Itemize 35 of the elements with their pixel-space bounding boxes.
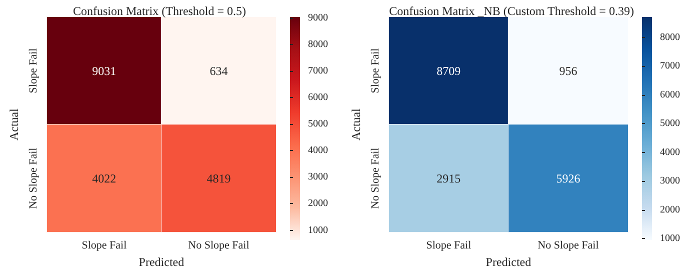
data-label: 634 [210,64,228,78]
color-bar-label: 2000 [308,198,328,210]
x-tick-label: Slope Fail [426,240,472,252]
data-label: 8709 [436,64,461,78]
color-bar-label: 7000 [660,60,680,72]
x-axis-title: Predicted [138,255,184,269]
color-bar-label: 1000 [660,233,680,244]
x-axis-title: Predicted [486,255,532,269]
color-bar-label: 5000 [660,118,680,130]
data-label: 2915 [436,171,461,186]
color-bar-label: 4000 [308,145,328,156]
color-bar-label: 3000 [308,172,328,183]
data-label: 4819 [206,171,231,186]
color-bar-label: 5000 [308,118,328,130]
chart-title: Confusion Matrix (Threshold = 0.5) [72,4,246,18]
x-tick-label: Slope Fail [82,240,127,252]
color-bar-label: 8000 [660,32,680,43]
x-tick-label: No Slope Fail [188,240,250,252]
color-bar-label: 6000 [308,92,328,103]
color-bar-label: 3000 [660,176,680,187]
color-bar-label: 4000 [660,146,680,158]
color-bar-label: 9000 [308,12,328,24]
data-label: 956 [559,64,578,78]
color-bar-label: 8000 [308,38,328,50]
x-tick-label: No Slope Fail [538,240,599,252]
data-label: 9031 [92,64,116,78]
chart-title: Confusion Matrix _NB (Custom Threshold = 0.39) [389,4,634,18]
data-label: 4022 [92,171,116,186]
y-axis-title: Actual [349,108,363,141]
color-bar-label: 7000 [308,65,328,76]
color-bar-label: 1000 [308,224,328,236]
data-label: 5926 [556,171,580,186]
color-bar-label: 2000 [660,204,680,216]
y-axis-title: Actual [7,108,21,141]
color-bar-label: 6000 [660,89,680,100]
